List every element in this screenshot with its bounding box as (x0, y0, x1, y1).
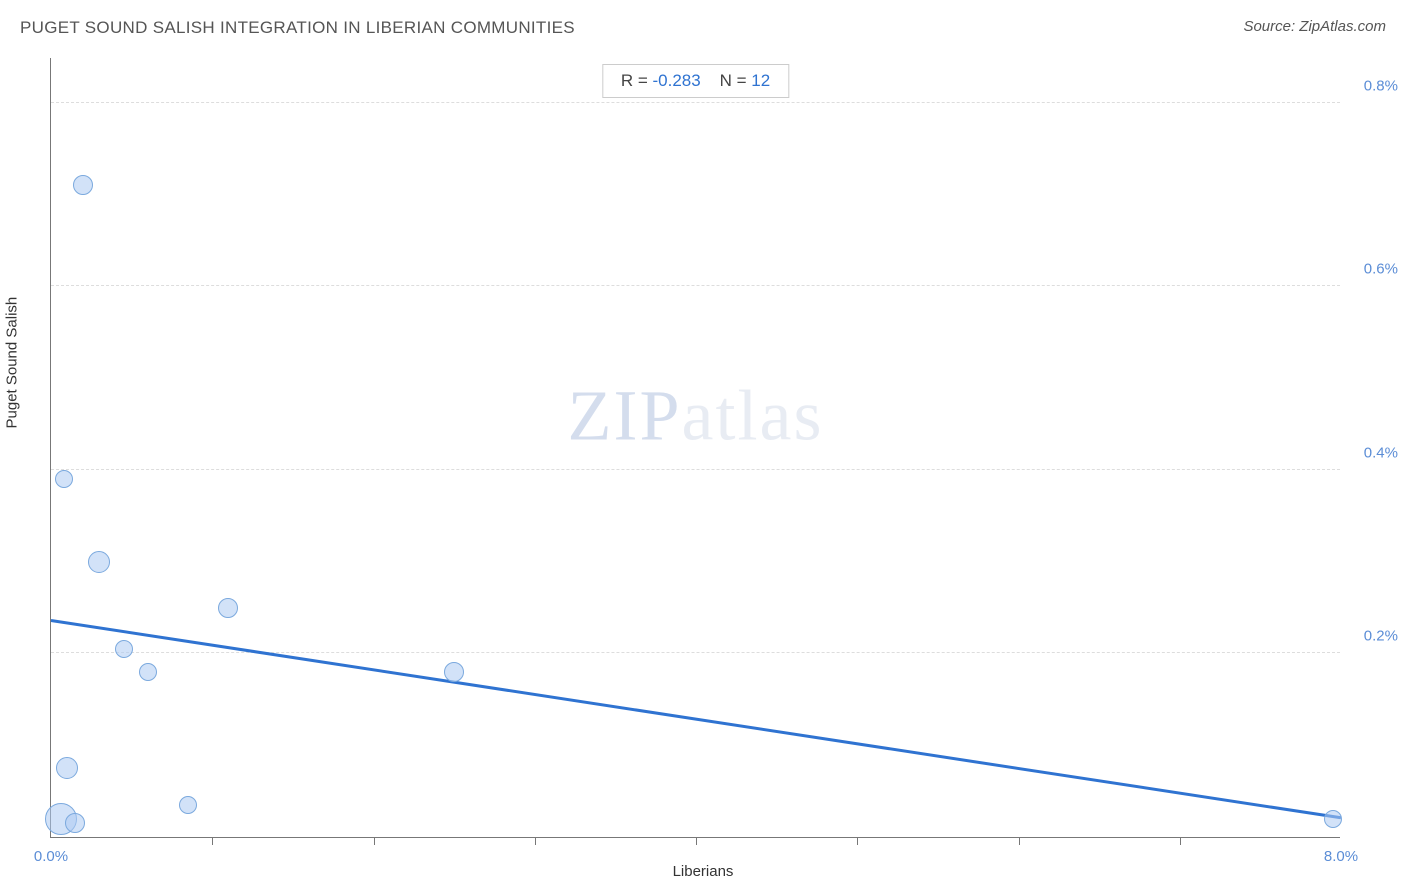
x-tick (374, 837, 375, 845)
y-tick-label: 0.4% (1364, 444, 1398, 461)
r-value: -0.283 (652, 71, 700, 90)
y-tick-label: 0.8% (1364, 77, 1398, 94)
plot-area: ZIPatlas R = -0.283 N = 12 0.2%0.4%0.6%0… (50, 58, 1340, 838)
chart-title: PUGET SOUND SALISH INTEGRATION IN LIBERI… (20, 18, 575, 37)
x-tick-label: 8.0% (1324, 848, 1358, 865)
y-axis-label: Puget Sound Salish (4, 297, 21, 429)
x-tick-label: 0.0% (34, 848, 68, 865)
scatter-point (179, 796, 197, 814)
gridline (51, 652, 1340, 653)
gridline (51, 285, 1340, 286)
gridline (51, 469, 1340, 470)
x-tick (1019, 837, 1020, 845)
x-tick (696, 837, 697, 845)
x-tick (535, 837, 536, 845)
scatter-point (218, 598, 238, 618)
x-tick (1180, 837, 1181, 845)
chart-header: PUGET SOUND SALISH INTEGRATION IN LIBERI… (20, 18, 1386, 48)
gridline (51, 102, 1340, 103)
x-axis-label: Liberians (673, 863, 734, 880)
scatter-point (1324, 810, 1342, 828)
watermark-atlas: atlas (682, 376, 824, 456)
watermark: ZIPatlas (568, 375, 824, 458)
n-label: N = (720, 71, 747, 90)
scatter-point (444, 662, 464, 682)
x-tick (212, 837, 213, 845)
watermark-zip: ZIP (568, 376, 682, 456)
x-tick (857, 837, 858, 845)
scatter-point (55, 470, 73, 488)
y-tick-label: 0.6% (1364, 261, 1398, 278)
r-label: R = (621, 71, 648, 90)
scatter-point (56, 757, 78, 779)
scatter-point (65, 813, 85, 833)
source-attribution: Source: ZipAtlas.com (1243, 18, 1386, 35)
scatter-point (115, 640, 133, 658)
scatter-point (73, 175, 93, 195)
regression-line (51, 619, 1341, 819)
chart-container: PUGET SOUND SALISH INTEGRATION IN LIBERI… (0, 0, 1406, 892)
scatter-point (139, 663, 157, 681)
stats-box: R = -0.283 N = 12 (602, 64, 789, 98)
n-value: 12 (751, 71, 770, 90)
y-tick-label: 0.2% (1364, 628, 1398, 645)
scatter-point (88, 551, 110, 573)
